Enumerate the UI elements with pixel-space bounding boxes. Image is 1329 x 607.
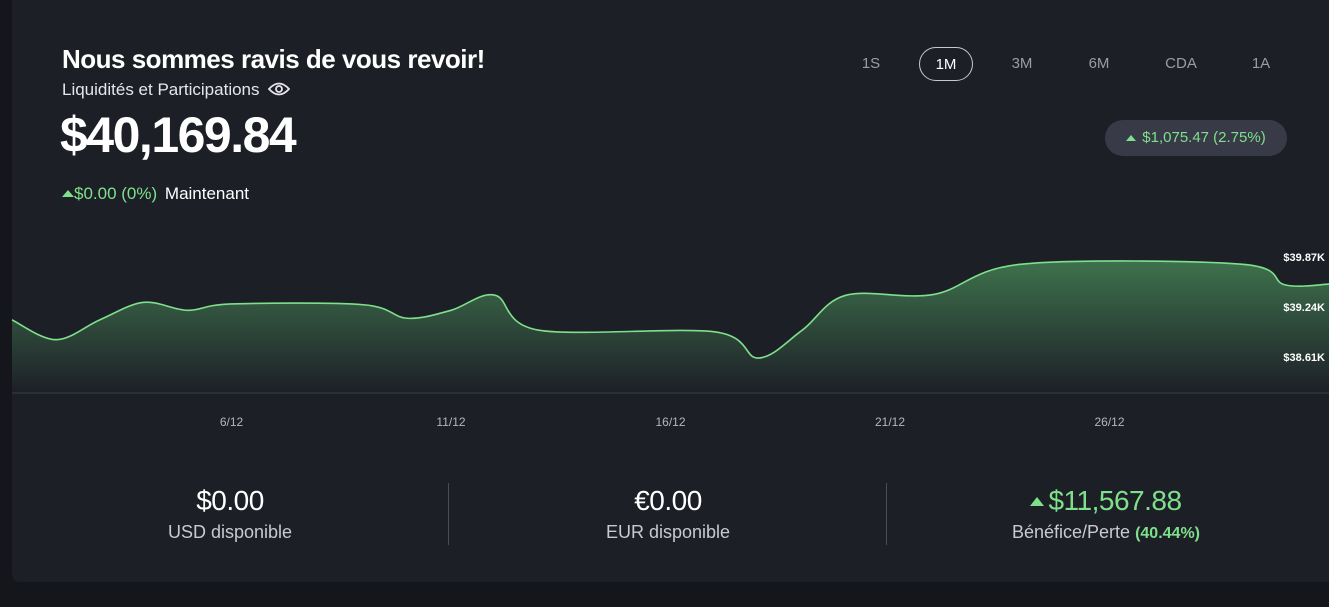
area-fill — [12, 260, 1329, 393]
eur-label: EUR disponible — [605, 522, 731, 542]
subtitle-text: Liquidités et Participations — [62, 80, 260, 99]
change-amount: $0.00 (0%) — [74, 184, 158, 203]
pnl-label: Bénéfice/Perte (40.44%) — [956, 522, 1256, 543]
balance: $40,169.84 — [60, 107, 297, 163]
x-tick-label: 16/12 — [655, 415, 685, 429]
timeframe-button[interactable]: 6M — [1088, 55, 1110, 72]
up-arrow — [1030, 497, 1045, 506]
timeframe-button[interactable]: CDA — [1165, 55, 1197, 72]
x-tick-label: 21/12 — [875, 415, 905, 429]
x-tick-label: 6/12 — [220, 415, 244, 429]
x-tick-label: 11/12 — [436, 415, 465, 429]
y-tick-label: $39.87K — [1283, 252, 1325, 264]
timeframe-button[interactable]: 3M — [1011, 55, 1033, 72]
price-line — [11, 260, 1329, 359]
y-tick-label: $39.24K — [1283, 302, 1325, 314]
chart: $39.87K $39.24K $38.61K 6/12 11/12 16/12 21/12… — [11, 252, 1329, 429]
eye-icon[interactable] — [268, 81, 291, 97]
divider — [886, 483, 887, 545]
timeframe-button[interactable]: 1M — [919, 47, 973, 81]
change-period: Maintenant — [164, 184, 250, 203]
pnl-label-text: Bénéfice/Perte — [1011, 522, 1131, 542]
period-change: $1,075.47 (2.75%) — [1142, 129, 1266, 146]
usd-amount: $0.00 — [196, 485, 264, 516]
period-change-badge: $1,075.47 (2.75%) — [1105, 120, 1287, 156]
greeting-title: Nous sommes ravis de vous revoir! — [62, 44, 485, 74]
up-arrow — [62, 190, 74, 197]
balance-change: $0.00 (0%) Maintenant — [62, 184, 249, 204]
x-tick-label: 26/12 — [1094, 415, 1124, 429]
timeframe-button[interactable]: 1S — [861, 55, 881, 72]
divider — [448, 483, 449, 545]
up-arrow — [1126, 135, 1137, 141]
holdings-subtitle: Liquidités et Participations — [62, 80, 291, 100]
pnl-value: $11,567.88 — [1048, 485, 1182, 516]
eur-amount: €0.00 — [634, 485, 702, 516]
pnl-percent: (40.44%) — [1135, 525, 1200, 542]
usd-label: USD disponible — [167, 522, 293, 542]
pnl-amount: $11,567.88 — [956, 485, 1256, 517]
timeframe-button[interactable]: 1A — [1251, 55, 1271, 72]
y-tick-label: $38.61K — [1283, 352, 1325, 364]
